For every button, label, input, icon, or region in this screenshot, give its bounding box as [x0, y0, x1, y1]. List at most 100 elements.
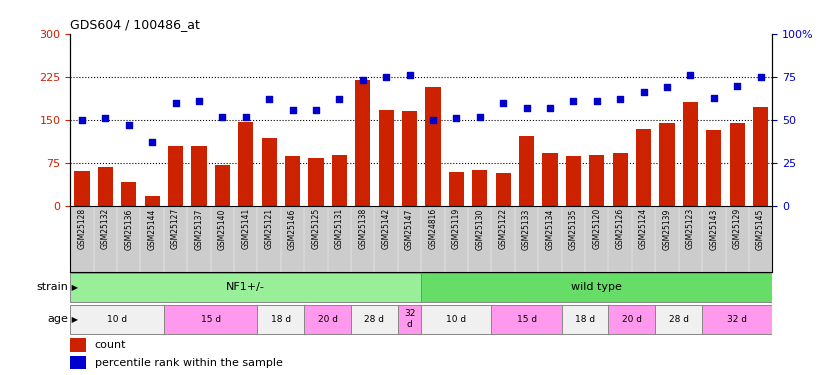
Bar	[702, 305, 772, 334]
Point	[684, 72, 697, 78]
Point	[496, 100, 510, 106]
Bar	[378, 110, 394, 206]
Point	[403, 72, 416, 78]
Text: GSM24816: GSM24816	[429, 208, 438, 249]
Text: GSM25138: GSM25138	[358, 208, 368, 249]
Bar	[145, 196, 159, 206]
Bar	[491, 305, 562, 334]
Text: GSM25129: GSM25129	[733, 208, 742, 249]
Point	[333, 96, 346, 102]
Bar	[164, 305, 258, 334]
Bar	[74, 171, 89, 206]
Bar	[351, 305, 398, 334]
Text: wild type: wild type	[572, 282, 622, 292]
Text: GSM25141: GSM25141	[241, 208, 250, 249]
Text: GSM25144: GSM25144	[148, 208, 157, 250]
Text: GSM25139: GSM25139	[662, 208, 672, 250]
Point	[707, 94, 720, 100]
Bar	[655, 305, 702, 334]
Text: NF1+/-: NF1+/-	[226, 282, 265, 292]
Text: 32 d: 32 d	[727, 315, 748, 324]
Point	[731, 82, 744, 88]
Text: GSM25137: GSM25137	[194, 208, 203, 250]
Text: GSM25122: GSM25122	[499, 208, 508, 249]
Text: GSM25126: GSM25126	[615, 208, 624, 249]
Point	[122, 122, 135, 128]
Point	[380, 74, 393, 80]
Bar	[355, 80, 370, 206]
Bar	[262, 138, 277, 206]
Text: GDS604 / 100486_at: GDS604 / 100486_at	[70, 18, 200, 31]
Text: 32
d: 32 d	[404, 309, 415, 329]
Point	[544, 105, 557, 111]
Bar	[562, 305, 609, 334]
Bar	[421, 273, 772, 302]
Text: GSM25123: GSM25123	[686, 208, 695, 249]
Point	[192, 98, 206, 104]
Bar	[304, 305, 351, 334]
Text: GSM25120: GSM25120	[592, 208, 601, 249]
Bar	[659, 123, 675, 206]
Text: age: age	[48, 314, 69, 324]
Text: 18 d: 18 d	[271, 315, 291, 324]
Bar	[258, 305, 304, 334]
Point	[426, 117, 439, 123]
Text: GSM25147: GSM25147	[405, 208, 414, 250]
Bar	[332, 154, 347, 206]
Bar	[636, 129, 651, 206]
Text: 15 d: 15 d	[201, 315, 221, 324]
Point	[99, 115, 112, 121]
Point	[310, 106, 323, 112]
Text: GSM25121: GSM25121	[264, 208, 273, 249]
Text: GSM25146: GSM25146	[288, 208, 297, 250]
Text: GSM25125: GSM25125	[311, 208, 320, 249]
Point	[754, 74, 767, 80]
Text: GSM25140: GSM25140	[218, 208, 227, 250]
Text: strain: strain	[36, 282, 69, 292]
Bar	[398, 305, 421, 334]
Text: 18 d: 18 d	[575, 315, 596, 324]
Bar	[70, 273, 421, 302]
Text: 10 d: 10 d	[446, 315, 467, 324]
Point	[520, 105, 534, 111]
Point	[614, 96, 627, 102]
Bar	[613, 153, 628, 206]
Bar	[449, 172, 464, 206]
Bar	[308, 158, 324, 206]
Text: 20 d: 20 d	[318, 315, 338, 324]
Bar	[706, 130, 721, 206]
Text: GSM25128: GSM25128	[78, 208, 87, 249]
Text: ▶: ▶	[69, 315, 78, 324]
Bar	[192, 146, 206, 206]
Point	[286, 106, 299, 112]
Bar	[70, 338, 86, 352]
Text: 28 d: 28 d	[669, 315, 689, 324]
Point	[356, 77, 369, 83]
Point	[216, 114, 229, 120]
Bar	[566, 156, 581, 206]
Point	[75, 117, 88, 123]
Bar	[168, 146, 183, 206]
Bar	[519, 136, 534, 206]
Point	[473, 114, 487, 120]
Text: GSM25145: GSM25145	[756, 208, 765, 250]
Text: GSM25127: GSM25127	[171, 208, 180, 249]
Bar	[729, 123, 745, 206]
Bar	[543, 153, 558, 206]
Point	[567, 98, 580, 104]
Point	[240, 114, 253, 120]
Bar	[683, 102, 698, 206]
Text: 20 d: 20 d	[622, 315, 642, 324]
Bar	[121, 182, 136, 206]
Bar	[472, 170, 487, 206]
Point	[661, 84, 674, 90]
Point	[263, 96, 276, 102]
Bar	[589, 155, 605, 206]
Bar	[496, 173, 510, 206]
Bar	[70, 356, 86, 369]
Text: GSM25119: GSM25119	[452, 208, 461, 249]
Text: ▶: ▶	[69, 283, 78, 292]
Point	[591, 98, 604, 104]
Bar	[421, 305, 491, 334]
Text: GSM25132: GSM25132	[101, 208, 110, 249]
